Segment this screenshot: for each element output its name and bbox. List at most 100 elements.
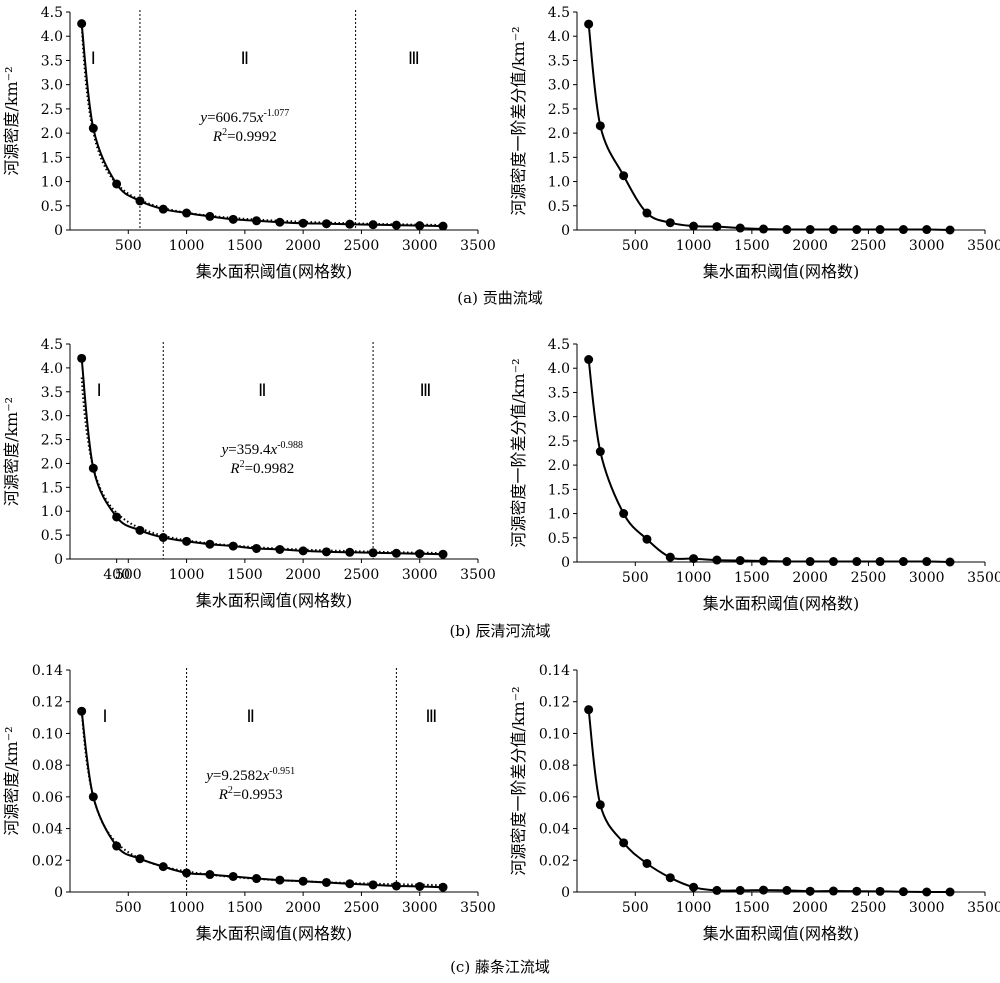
panel-1-data-point bbox=[321, 219, 331, 229]
panel-2-y-tick-label: 3.0 bbox=[548, 78, 570, 94]
panel-5-data-point bbox=[321, 877, 331, 887]
panel-4-x-tick-label: 3000 bbox=[909, 570, 945, 586]
panel-6-y-tick-label: 0.04 bbox=[539, 822, 570, 838]
panel-4-data-point bbox=[945, 557, 955, 567]
panel-6-data-point bbox=[875, 886, 885, 896]
panel-3-x-axis-label: 集水面积阈值(网格数) bbox=[196, 591, 353, 610]
panel-1-data-point bbox=[112, 179, 122, 189]
panel-6-data-point bbox=[782, 885, 792, 895]
panel-3-r-squared-r-value: =0.9982 bbox=[245, 461, 295, 477]
panel-1-data-point bbox=[438, 221, 448, 231]
panel-5-equation-y-label: y bbox=[204, 768, 213, 784]
panel-5-x-tick-label: 3500 bbox=[460, 900, 496, 916]
panel-6-y-axis-label: 河源密度一阶差分值/km⁻² bbox=[509, 686, 528, 875]
panel-4-data-point bbox=[735, 556, 745, 566]
panel-3-data-point bbox=[158, 533, 168, 542]
panel-3-equation-eq-text: =359.4 bbox=[228, 442, 271, 458]
panel-6-x-tick-label: 2500 bbox=[851, 900, 887, 916]
panel-2-y-tick-label: 2.5 bbox=[548, 102, 570, 118]
panel-3-data-point bbox=[252, 543, 262, 553]
panel-5-data-point bbox=[252, 874, 262, 884]
panel-3-y-tick-label: 0.5 bbox=[41, 528, 63, 544]
panel-1-x-tick-label: 500 bbox=[115, 238, 142, 254]
panel-2-x-tick-label: 2000 bbox=[792, 238, 828, 254]
panel-1-y-tick-label: 0.5 bbox=[41, 199, 63, 215]
panel-5-y-tick-label: 0.10 bbox=[32, 726, 63, 742]
panel-1-data-point bbox=[228, 214, 238, 224]
panel-4-x-tick-label: 3500 bbox=[967, 570, 1000, 586]
panel-1-data-point bbox=[205, 211, 215, 221]
panel-6-x-tick-label: 3500 bbox=[967, 900, 1000, 916]
panel-4-y-tick-label: 0 bbox=[561, 555, 570, 571]
panel-6-data-point bbox=[619, 838, 629, 848]
panel-5-data-point bbox=[135, 854, 145, 864]
panel-3-r-squared: R2=0.9982 bbox=[229, 459, 294, 477]
panel-3-data-point bbox=[391, 548, 401, 558]
panel-3-data-point bbox=[345, 547, 355, 557]
panel-6-data-point bbox=[642, 858, 652, 868]
panel-2-y-tick-label: 0.5 bbox=[548, 199, 570, 215]
panel-2-x-tick-label: 1500 bbox=[734, 238, 770, 254]
panel-3-y-tick-label: 2.0 bbox=[41, 456, 63, 472]
panel-4-y-tick-label: 0.5 bbox=[548, 531, 570, 547]
panel-2-data-point bbox=[689, 221, 699, 231]
panel-3-zone-label: Ⅰ bbox=[97, 381, 102, 400]
panel-2-data-point bbox=[619, 171, 629, 181]
panel-6-y-tick-label: 0.08 bbox=[539, 758, 570, 774]
panel-3-data-point bbox=[438, 549, 448, 559]
panel-3-data-point bbox=[275, 544, 285, 554]
panel-2-data-point bbox=[782, 225, 792, 235]
panel-1-equation-exponent: -1.077 bbox=[263, 108, 289, 119]
panel-6-x-tick-label: 3000 bbox=[909, 900, 945, 916]
panel-3-r-squared-r-label: R bbox=[229, 461, 239, 477]
panel-4-y-tick-label: 1.5 bbox=[548, 482, 570, 498]
panel-4-data-point bbox=[595, 447, 605, 457]
panel-4-data-point bbox=[782, 557, 792, 567]
panel-6-data-point bbox=[945, 887, 955, 897]
panel-4-x-axis-label: 集水面积阈值(网格数) bbox=[703, 594, 860, 613]
panel-2-x-tick-label: 1000 bbox=[676, 238, 712, 254]
panel-5-y-tick-label: 0.06 bbox=[32, 790, 63, 806]
panel-1-r-squared: R2=0.9992 bbox=[212, 127, 277, 145]
panel-2-y-tick-label: 2.0 bbox=[548, 126, 570, 142]
panel-1-y-tick-label: 3.0 bbox=[41, 78, 63, 94]
panel-2-y-tick-label: 4.5 bbox=[548, 5, 570, 21]
panel-1-data-point bbox=[391, 220, 401, 230]
panel-2-data-point bbox=[875, 225, 885, 235]
caption-a: (a) 贡曲流域 bbox=[457, 289, 542, 307]
panel-1-data-point bbox=[298, 218, 308, 228]
panel-3-y-tick-label: 0 bbox=[54, 552, 63, 568]
panel-4-y-tick-label: 2.5 bbox=[548, 434, 570, 450]
panel-2-data-point bbox=[735, 223, 745, 233]
panel-3-zone-label: Ⅲ bbox=[420, 381, 432, 400]
panel-4-y-tick-label: 4.0 bbox=[548, 361, 570, 377]
panel-6-x-axis-label: 集水面积阈值(网格数) bbox=[703, 924, 860, 943]
panel-4-x-tick-label: 1500 bbox=[734, 570, 770, 586]
panel-2-y-tick-label: 1.5 bbox=[548, 150, 570, 166]
panel-4-data-point bbox=[665, 552, 675, 562]
panel-6-data-point bbox=[595, 800, 605, 810]
panel-3-y-axis-label: 河源密度/km⁻² bbox=[2, 397, 21, 506]
panel-1-x-tick-label: 2500 bbox=[344, 238, 380, 254]
panel-6-y-tick-label: 0.10 bbox=[539, 726, 570, 742]
panel-1-r-squared-r-sup: 2 bbox=[222, 127, 227, 138]
panel-4-x-tick-label: 2500 bbox=[851, 570, 887, 586]
panel-1-equation-y-label: y bbox=[198, 110, 207, 126]
panel-5-y-tick-label: 0.08 bbox=[32, 758, 63, 774]
panel-4-data-point bbox=[875, 557, 885, 567]
panel-3-x-tick-label: 2000 bbox=[285, 567, 321, 583]
panel-3-data-point bbox=[228, 541, 238, 551]
panel-5-equation: y=9.2582x-0.951 bbox=[204, 766, 295, 784]
panel-2-y-tick-label: 4.0 bbox=[548, 29, 570, 45]
panel-1-y-tick-label: 4.0 bbox=[41, 29, 63, 45]
panel-5-y-tick-label: 0.12 bbox=[32, 695, 63, 711]
panel-4-data-point bbox=[852, 557, 862, 567]
panel-3-x-tick-label: 1500 bbox=[227, 567, 263, 583]
panel-6-data-point bbox=[759, 885, 769, 895]
panel-4-data-point bbox=[619, 509, 629, 519]
panel-4-data-point bbox=[759, 556, 769, 566]
panel-5-x-tick-label: 1500 bbox=[227, 900, 263, 916]
panel-1-x-tick-label: 3500 bbox=[460, 238, 496, 254]
panel-1-data-point bbox=[345, 219, 355, 229]
